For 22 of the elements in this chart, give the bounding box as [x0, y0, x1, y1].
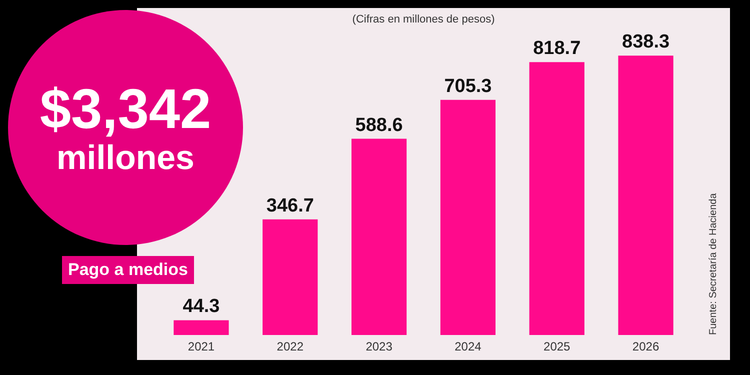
- x-tick-label: 2022: [276, 340, 304, 354]
- x-tick-label: 2024: [454, 340, 482, 354]
- data-label: 588.6: [355, 114, 403, 136]
- data-label: 818.7: [533, 38, 581, 60]
- bar: [351, 138, 407, 335]
- chart-subtitle: (Cifras en millones de pesos): [352, 14, 495, 26]
- x-tick-label: 2023: [366, 340, 393, 354]
- x-tick-label: 2025: [544, 340, 571, 354]
- bar: [174, 320, 229, 335]
- data-label: 705.3: [444, 76, 492, 97]
- circle-badge: $3,342 millones: [8, 10, 243, 245]
- bar: [529, 62, 584, 335]
- bar: [440, 100, 496, 335]
- data-label: 838.3: [622, 32, 670, 53]
- bar: [618, 56, 674, 335]
- annotation: Pago a medios: [62, 256, 194, 284]
- bar: [262, 219, 318, 335]
- data-label: 346.7: [266, 195, 314, 216]
- x-tick-label: 2021: [188, 340, 215, 354]
- x-tick-label: 2026: [632, 340, 660, 354]
- data-label: 44.3: [182, 296, 220, 318]
- source-note: Fuente: Secretaría de Hacienda: [708, 193, 719, 335]
